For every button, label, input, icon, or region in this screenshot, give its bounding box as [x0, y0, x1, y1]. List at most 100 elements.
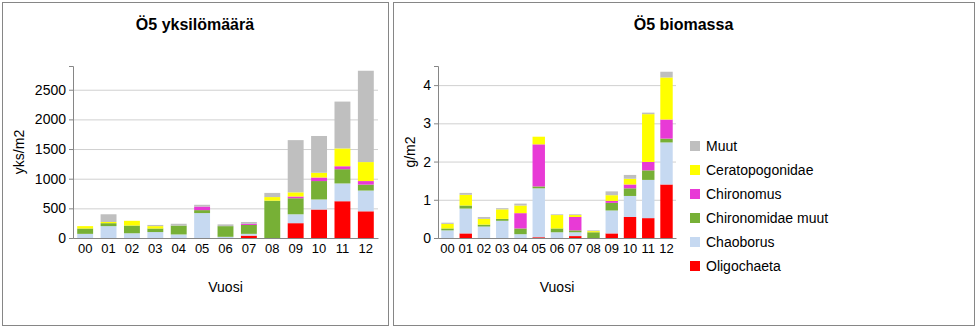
bar — [514, 213, 526, 228]
bar-series — [441, 72, 672, 231]
bar — [358, 185, 374, 191]
x-tick-label: 03 — [495, 241, 509, 256]
x-tick-label: 11 — [336, 241, 350, 256]
bar — [194, 213, 210, 238]
bar — [147, 225, 163, 226]
x-tick: 00 — [78, 238, 92, 256]
x-tick-label: 07 — [242, 241, 256, 256]
bar — [358, 211, 374, 238]
y-tick: 2 — [423, 154, 438, 170]
grid-line — [73, 149, 378, 150]
legend-swatch — [690, 237, 700, 247]
bar — [218, 237, 234, 238]
legend-label: Chironomus — [706, 186, 781, 202]
x-tick: 09 — [605, 238, 619, 256]
x-tick-label: 04 — [513, 241, 527, 256]
bar — [218, 224, 234, 226]
x-tick: 06 — [218, 238, 232, 256]
bar — [218, 226, 234, 237]
x-tick-label: 07 — [568, 241, 582, 256]
y-tick-mark — [434, 123, 438, 124]
x-tick-label: 01 — [101, 241, 115, 256]
y-tick: 2000 — [35, 111, 73, 127]
y-axis-title: yks/m2 — [11, 130, 27, 175]
y-tick-mark — [69, 119, 73, 120]
y-tick-label: 3 — [423, 115, 431, 131]
bar — [624, 196, 636, 217]
x-tick-label: 00 — [440, 241, 454, 256]
x-tick: 09 — [288, 238, 302, 256]
y-tick: 0 — [58, 230, 73, 246]
bar — [194, 205, 210, 207]
figure: 0500100015002000250000010203040506070809… — [0, 0, 977, 335]
bar — [533, 188, 545, 237]
bar — [101, 223, 117, 226]
x-tick-label: 05 — [532, 241, 546, 256]
x-tick-label: 04 — [171, 241, 185, 256]
bar — [194, 210, 210, 213]
legend-swatch — [690, 189, 700, 199]
bar — [606, 210, 618, 233]
x-axis: 00010203040506070809101112 — [74, 238, 379, 256]
bar — [496, 219, 508, 221]
bar — [147, 232, 163, 238]
bar — [334, 166, 350, 169]
x-axis: 00010203040506070809101112 — [439, 238, 677, 256]
bar — [569, 217, 581, 230]
chart-title: Ö5 biomassa — [634, 15, 734, 33]
x-tick: 08 — [586, 238, 600, 256]
bar — [660, 77, 672, 119]
bar — [147, 229, 163, 233]
y-tick: 1 — [423, 192, 438, 208]
bar — [569, 230, 581, 232]
bar — [101, 226, 117, 238]
bar — [311, 199, 327, 209]
bar — [624, 179, 636, 185]
bar — [77, 234, 93, 238]
y-tick: 0 — [423, 230, 438, 246]
bar — [77, 226, 93, 227]
bar — [660, 142, 672, 184]
bar — [514, 228, 526, 234]
x-tick: 03 — [495, 238, 509, 256]
x-tick: 05 — [532, 238, 546, 256]
bar — [496, 208, 508, 209]
y-axis-line — [434, 67, 439, 239]
bar — [334, 148, 350, 166]
x-tick-label: 05 — [195, 241, 209, 256]
y-tick-label: 1 — [423, 192, 431, 208]
x-tick: 12 — [659, 238, 673, 256]
bar — [288, 196, 304, 198]
bar — [496, 221, 508, 238]
grid — [438, 86, 676, 239]
bar — [311, 178, 327, 182]
chart-panel: 0123400010203040506070809101112Ö5 biomas… — [394, 3, 975, 326]
bar — [334, 183, 350, 201]
legend: MuutCeratopogonidaeChironomusChironomida… — [690, 138, 828, 274]
bar — [124, 220, 140, 221]
x-tick-label: 08 — [586, 241, 600, 256]
bar — [171, 224, 187, 226]
grid-line — [73, 208, 378, 209]
y-tick-mark — [69, 238, 73, 239]
bar — [101, 223, 117, 224]
bar — [606, 191, 618, 195]
bar — [147, 226, 163, 228]
bar — [288, 198, 304, 214]
bar — [460, 195, 472, 206]
bar — [334, 102, 350, 149]
bar — [642, 218, 654, 238]
y-tick: 500 — [43, 200, 73, 216]
bar — [514, 206, 526, 214]
bar — [551, 232, 563, 238]
bar — [496, 209, 508, 219]
y-tick-label: 2000 — [35, 111, 66, 127]
bar — [478, 225, 490, 227]
x-axis-line — [439, 238, 677, 239]
y-tick-mark — [69, 149, 73, 150]
x-tick-label: 02 — [125, 241, 139, 256]
x-tick-label: 12 — [359, 241, 373, 256]
grid-line — [438, 162, 676, 163]
bar — [101, 214, 117, 222]
bar — [624, 217, 636, 238]
